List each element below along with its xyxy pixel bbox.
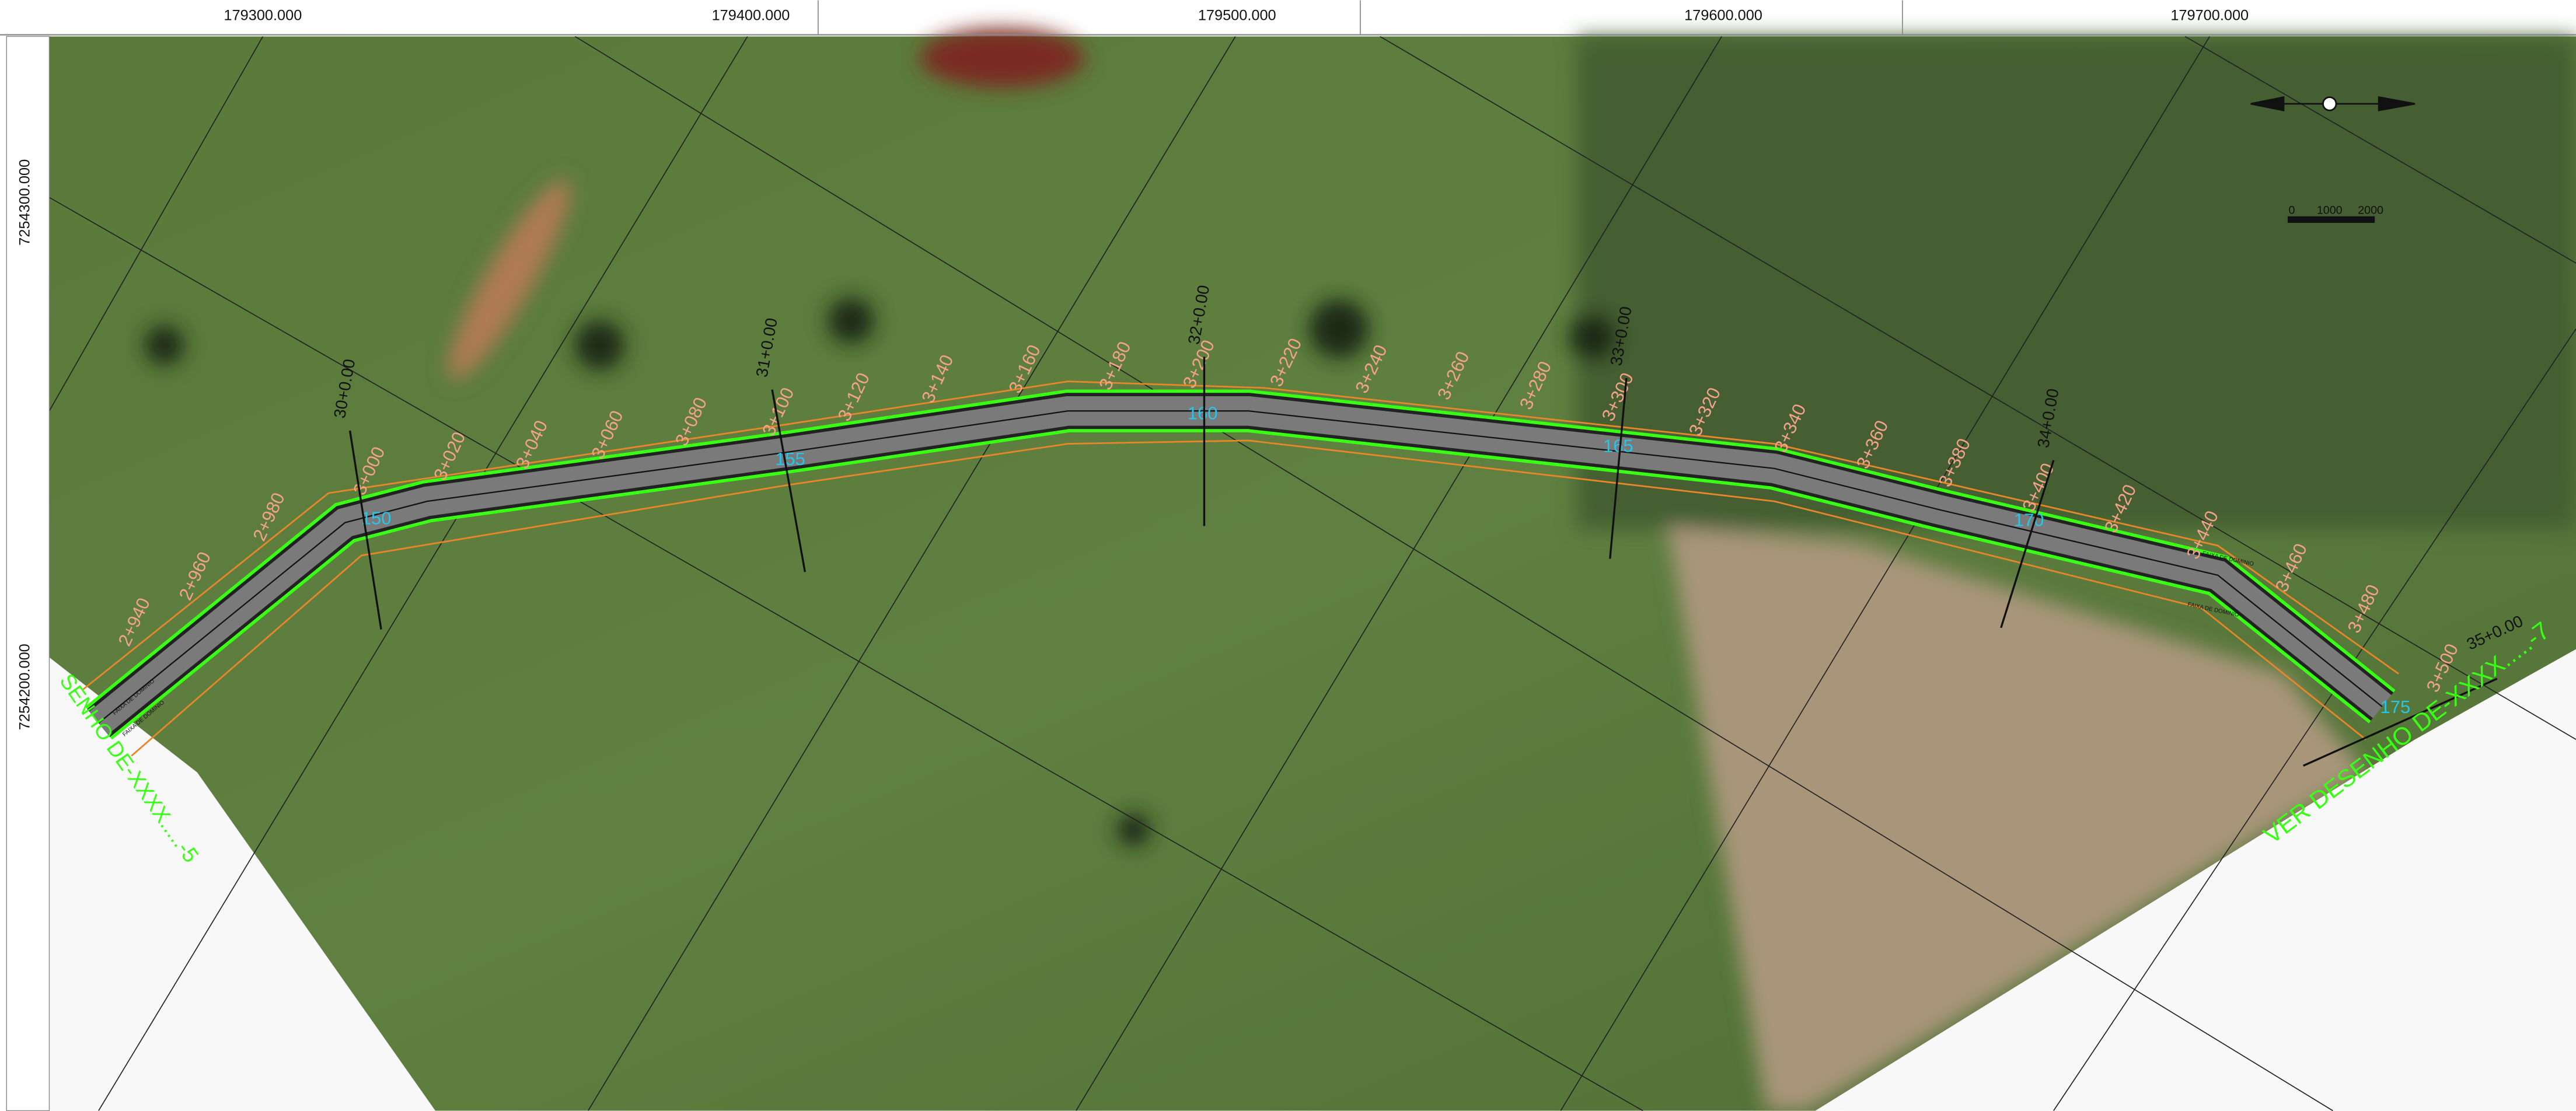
centerline	[98, 410, 2383, 724]
tree	[1309, 299, 1369, 359]
tree	[144, 325, 184, 365]
off-sheet-area	[49, 657, 435, 1111]
dirt-track	[448, 179, 570, 380]
scale-label: 1000	[2317, 204, 2343, 216]
stake-label: 170	[2014, 509, 2044, 530]
terrain	[144, 28, 2576, 1111]
tree	[828, 298, 874, 344]
tree	[575, 320, 624, 370]
stake-label: 150	[361, 508, 392, 529]
x-coordinate: 179300.000	[224, 7, 302, 23]
stake-label: 165	[1603, 436, 1633, 456]
grid-line	[49, 197, 1643, 1111]
offset-line	[131, 439, 2366, 757]
scale-label: 0	[2289, 204, 2295, 216]
grid-line	[2053, 329, 2576, 1111]
arrow-circle	[2322, 96, 2337, 111]
grid-line	[588, 36, 1236, 1111]
section-line	[1609, 378, 1628, 559]
grid-line	[48, 36, 264, 411]
x-coordinate: 179700.000	[2170, 7, 2249, 23]
grid	[48, 36, 2576, 1111]
red-patch	[920, 28, 1084, 88]
stake-label: 155	[775, 449, 805, 469]
section-line	[2303, 677, 2498, 767]
section-line	[771, 389, 807, 572]
section-line	[2000, 460, 2055, 628]
arrow-head	[2250, 96, 2285, 111]
grid-line	[1560, 36, 2210, 1111]
stake-label: 175	[2380, 697, 2411, 717]
y-coordinate: 7254200.000	[17, 644, 33, 730]
bare-field	[1667, 526, 2366, 1111]
grid-line	[1380, 36, 2576, 740]
grid-line	[574, 36, 2333, 1111]
x-coordinate: 179500.000	[1198, 7, 1276, 23]
x-coordinate: 179600.000	[1684, 7, 1762, 23]
grid-line	[2184, 36, 2576, 264]
y-coordinate: 7254300.000	[17, 159, 33, 246]
grid-line	[1076, 36, 1722, 1111]
x-coordinate: 179400.000	[712, 7, 790, 23]
scale-bar	[2287, 216, 2375, 223]
road	[81, 380, 2399, 757]
arrow-head	[2378, 96, 2416, 111]
section-line	[348, 430, 382, 630]
offset-line	[81, 380, 2399, 691]
stake-label: 160	[1188, 403, 1218, 423]
grid-line	[98, 36, 748, 1111]
tree	[1569, 312, 1618, 362]
tree	[1117, 813, 1150, 847]
left-frame	[6, 36, 50, 1111]
off-sheet-area	[1815, 649, 2576, 1111]
north-arrow	[2250, 96, 2416, 223]
scale-label: 2000	[2358, 204, 2383, 216]
